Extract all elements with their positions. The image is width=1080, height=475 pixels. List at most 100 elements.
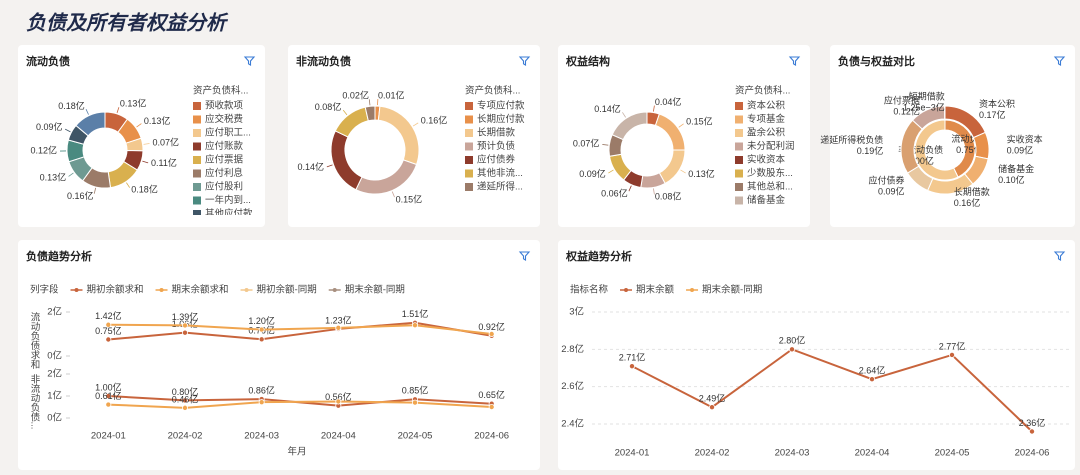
data-label: 0.75亿 [95,325,122,336]
legend: 资产负债科... 预收款项应交税费应付职工...应付账款应付票据应付利息应付股利一… [193,85,253,220]
donut-segment [611,111,648,141]
point [105,336,112,343]
point [335,324,342,331]
data-label: 0.02亿 [342,90,369,101]
data-label: 1.00亿 [95,381,122,392]
inner-label: 非流动负债 [898,144,943,155]
donut-segment [972,131,990,160]
filter-icon[interactable] [518,251,531,261]
legend-label: 期末余额-同期 [702,284,762,296]
y-tick-label: 0亿 [47,350,62,362]
legend-label: 实收资本 [747,154,786,166]
legend-swatch [465,156,473,164]
outer-label: 应付债券 [868,175,904,186]
legend-swatch [193,156,201,164]
legend-swatch [735,115,743,124]
legend-title: 资产负债科... [735,85,790,97]
point [869,376,876,383]
data-label: 0.15亿 [686,115,713,126]
leader-line [342,109,348,116]
point [181,329,188,336]
leader-line [680,169,686,174]
data-label: 0.80亿 [172,386,199,397]
leader-line [653,188,655,195]
data-label: 0.18亿 [131,184,158,195]
data-label: 0.16亿 [421,115,448,126]
x-tick-label: 2024-06 [474,431,509,442]
panel [830,45,1075,227]
point [181,397,188,404]
outer-value: 0.12亿 [893,106,920,117]
legend-swatch [193,102,201,110]
legend-swatch [465,183,473,191]
filter-icon[interactable] [243,56,256,66]
legend-label: 应交税费 [205,113,243,125]
legend-label: 未分配利润 [747,140,795,152]
data-label: 0.13亿 [40,172,67,183]
legend-swatch [735,142,743,151]
legend-label: 应付股利 [205,181,243,193]
legend-title: 资产负债科... [193,85,248,97]
point [258,326,265,333]
legend-label: 递延所得... [477,181,523,193]
outer-label: 储备基金 [998,163,1034,174]
leader-line [64,128,71,133]
outer-label: 实收资本 [1007,133,1043,144]
y-tick-label: 2.4亿 [561,418,584,430]
series-line [108,321,492,341]
legend-title: 指标名称 [570,284,609,296]
filter-icon[interactable] [518,56,531,66]
leader-line [85,109,89,115]
legend-label: 一年内到... [205,194,251,206]
point [949,351,956,358]
legend-label: 应付利息 [205,167,243,179]
leader-line [68,172,74,177]
legend-label: 专项基金 [747,113,786,125]
data-label: 0.07亿 [573,137,600,148]
filter-icon[interactable] [788,56,801,66]
data-label: 0.08亿 [315,101,342,112]
point [709,404,716,411]
point [488,403,495,410]
filter-icon[interactable] [1053,56,1066,66]
leader-line [136,123,142,128]
x-tick-label: 2024-02 [695,448,730,459]
data-label: 2.71亿 [619,352,646,363]
legend-dot [159,288,164,292]
legend-label: 其他应付款 [205,208,253,220]
legend-swatch [465,169,473,178]
panel-title: 权益结构 [565,54,610,68]
legend-dot [244,288,249,292]
leader-line [93,187,97,194]
y-tick-label: 2.8亿 [561,343,584,355]
data-label: 0.18亿 [58,100,85,111]
donut-segment [75,111,106,137]
y-tick-label: 2亿 [47,368,62,380]
data-label: 0.92亿 [478,321,505,332]
leader-line [368,99,371,106]
legend-swatch [735,196,743,205]
data-label: 0.13亿 [688,168,715,179]
series-line [108,400,492,409]
data-label: 0.06亿 [601,187,628,198]
point [105,321,112,328]
filter-icon[interactable] [1053,251,1066,261]
panel-title: 负债与权益对比 [838,54,915,68]
legend-label: 期初余额求和 [87,284,144,296]
point [488,330,495,337]
legend-label: 资本公积 [747,100,786,112]
panel-title: 负债趋势分析 [26,249,92,263]
data-label: 1.23亿 [325,314,352,325]
data-label: 0.04亿 [655,96,682,107]
legend-label: 应付账款 [205,140,244,152]
leader-line [326,164,333,168]
point [105,392,112,399]
data-label: 0.56亿 [325,391,352,402]
outer-label: 递延所得税负债 [820,134,883,145]
leader-line [391,191,395,198]
y-axis-label: 流动负债求和 [28,311,40,370]
legend-swatch [193,115,201,124]
outer-value: 0.19亿 [857,145,884,156]
legend-swatch [193,129,201,137]
